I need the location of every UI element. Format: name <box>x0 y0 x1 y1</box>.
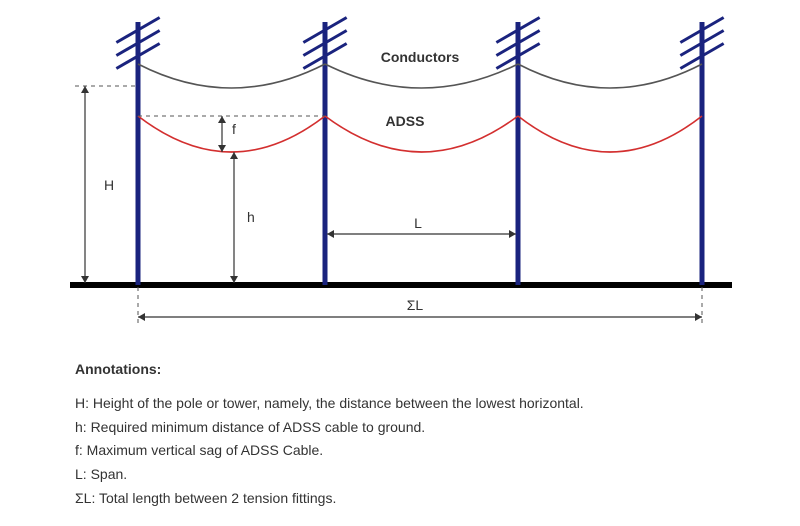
svg-text:H: H <box>104 177 114 193</box>
annotation-item: L: Span. <box>75 463 735 487</box>
adss-diagram-svg: Conductors ADSS Hf h L ΣL <box>0 0 800 340</box>
svg-text:h: h <box>247 209 255 225</box>
svg-text:Conductors: Conductors <box>381 49 460 65</box>
svg-text:ΣL: ΣL <box>407 297 424 313</box>
svg-text:ADSS: ADSS <box>386 113 425 129</box>
annotation-item: ΣL: Total length between 2 tension fitti… <box>75 487 735 511</box>
diagram-area: Conductors ADSS Hf h L ΣL <box>0 0 800 340</box>
annotations-block: Annotations: H: Height of the pole or to… <box>75 358 735 511</box>
annotations-heading: Annotations: <box>75 358 735 382</box>
annotation-item: H: Height of the pole or tower, namely, … <box>75 392 735 416</box>
svg-text:L: L <box>414 215 422 231</box>
annotation-item: f: Maximum vertical sag of ADSS Cable. <box>75 439 735 463</box>
svg-text:f: f <box>232 121 236 137</box>
annotation-item: h: Required minimum distance of ADSS cab… <box>75 416 735 440</box>
